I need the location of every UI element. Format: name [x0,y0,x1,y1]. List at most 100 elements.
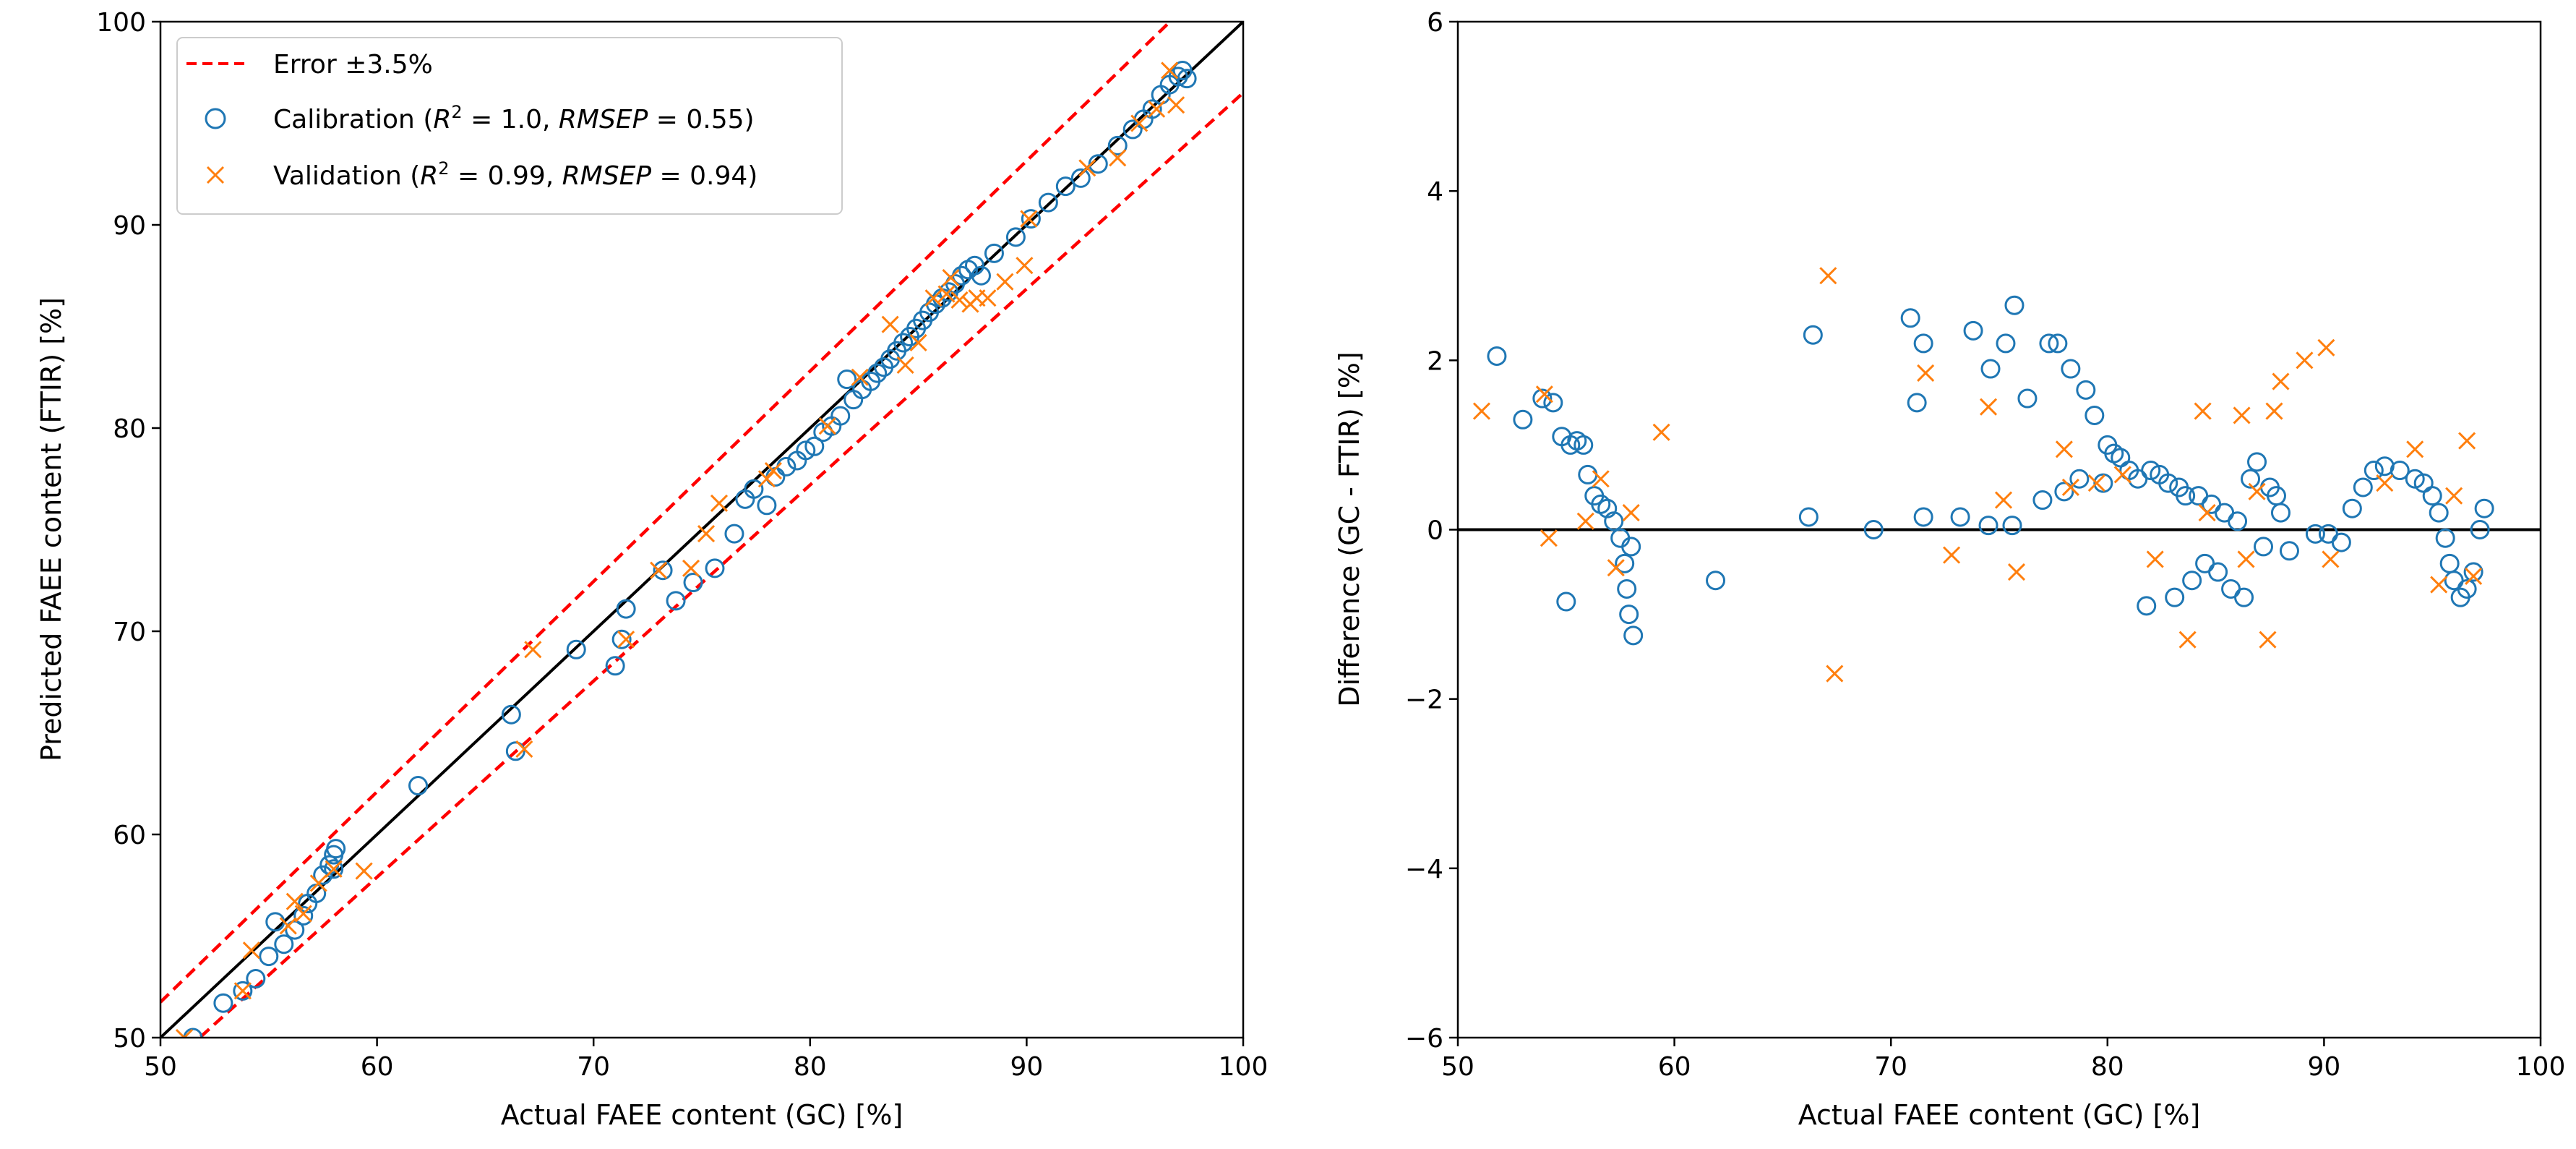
right-validation-point [2113,466,2131,484]
left-validation-point [1109,149,1127,167]
right-calibration-point [1907,393,1927,413]
left-validation-point-stroke [881,315,899,333]
right-calibration-point [2234,587,2254,607]
left-calibration-point [293,905,314,926]
left-calibration-point [1168,67,1188,87]
right-validation-point [2406,440,2424,458]
right-validation-point [2376,474,2394,492]
left-validation-point-stroke [710,494,729,513]
right-calibration-point [1980,359,2001,379]
right-validation-point [1576,512,1594,530]
left-calibration-point [757,495,777,516]
right-calibration-point [1487,346,1507,366]
right-calibration-point [2470,520,2490,539]
right-validation-point-stroke [2322,550,2340,568]
right-calibration-point [2305,524,2325,544]
left-calibration-point [830,406,851,426]
left-validation-point-stroke [1020,210,1038,228]
left-validation-point [1167,96,1185,114]
left-validation-point [896,356,914,374]
left-calibration-point [326,839,346,859]
right-calibration-point [1513,409,1533,430]
right-validation-point [1979,398,1998,416]
left-x-tick-label: 60 [361,1052,394,1082]
right-calibration-point [2017,388,2038,409]
right-validation-point-stroke [1826,665,1844,683]
left-validation-point-stroke [1078,159,1096,177]
left-validation-point-stroke [1109,149,1127,167]
right-validation-point [2272,372,2290,390]
legend-calibration-marker [205,108,226,129]
right-validation-point-stroke [2265,402,2283,420]
right-calibration-point [2176,486,2196,506]
left-validation-point-stroke [1167,96,1185,114]
right-validation-series [1472,267,2483,683]
left-calibration-point [964,255,984,275]
right-calibration-point [1900,308,1920,328]
right-validation-point [2055,440,2073,458]
right-validation-point-stroke [1576,512,1594,530]
left-validation-point-stroke [757,470,776,488]
right-validation-point [1607,559,1625,577]
right-validation-point [2007,563,2026,581]
right-validation-point-stroke [1979,398,1998,416]
right-validation-point-stroke [1994,491,2013,509]
right-calibration-point [2054,482,2074,502]
right-validation-point [1826,665,1844,683]
left-validation-point-stroke [851,368,869,386]
right-validation-point [2087,474,2105,492]
right-calibration-point [1863,520,1884,539]
left-calibration-point [724,524,744,544]
right-calibration-series [1487,295,2494,646]
left-validation-point [1161,61,1179,80]
right-calibration-point [2457,578,2477,599]
right-calibration-point [2342,498,2362,518]
left-calibration-point [837,370,857,390]
left-calibration-point [259,947,279,967]
right-validation-point-stroke [2233,406,2251,424]
right-y-tick-label: 4 [1427,177,1443,207]
right-calibration-point [2208,562,2228,582]
right-calibration-point [2474,498,2494,518]
right-calibration-point [1623,625,1644,646]
left-calibration-point [796,440,816,461]
right-validation-point [2194,402,2212,420]
left-validation-point [617,631,635,649]
right-calibration-point [1621,537,1641,557]
left-calibration-point [1055,176,1076,197]
right-validation-point [2265,402,2283,420]
right-validation-point [2237,550,2255,568]
right-validation-point-stroke [2376,474,2394,492]
right-calibration-point [1556,591,1576,612]
left-calibration-point [611,629,632,649]
right-validation-point [1535,385,1553,403]
right-calibration-point [2069,469,2090,489]
right-validation-point [1472,402,1491,420]
left-validation-series [175,61,1185,1038]
right-x-tick-label: 60 [1658,1052,1691,1082]
left-validation-point [764,461,782,480]
legend: Error ±3.5% Calibration (R2 = 1.0, RMSEP… [176,37,843,215]
right-validation-point-stroke [2296,351,2314,370]
left-calibration-point [683,573,703,593]
left-calibration-point [666,591,686,611]
left-data-points [175,60,1197,1038]
right-validation-point [1622,504,1640,522]
right-calibration-point [2137,596,2157,616]
right-calibration-point [2241,469,2261,489]
left-calibration-point [1107,135,1128,155]
right-validation-point-stroke [1819,267,1837,285]
left-calibration-point [705,558,725,578]
left-validation-point-stroke [285,892,304,910]
right-calibration-point [1913,333,1933,354]
right-calibration-point [2182,571,2202,591]
right-calibration-point [1617,578,1637,599]
right-validation-point-stroke [1472,402,1491,420]
right-calibration-point [1573,435,1594,455]
right-validation-point-stroke [1607,559,1625,577]
left-calibration-point [616,599,636,619]
right-axis-ticks: 50 60 70 80 90 100 −6 −4 −2 0 2 4 6 [1405,8,2565,1082]
left-calibration-point [1038,192,1058,213]
right-calibration-point [2270,503,2291,523]
left-validation-point-stroke [1148,100,1166,118]
